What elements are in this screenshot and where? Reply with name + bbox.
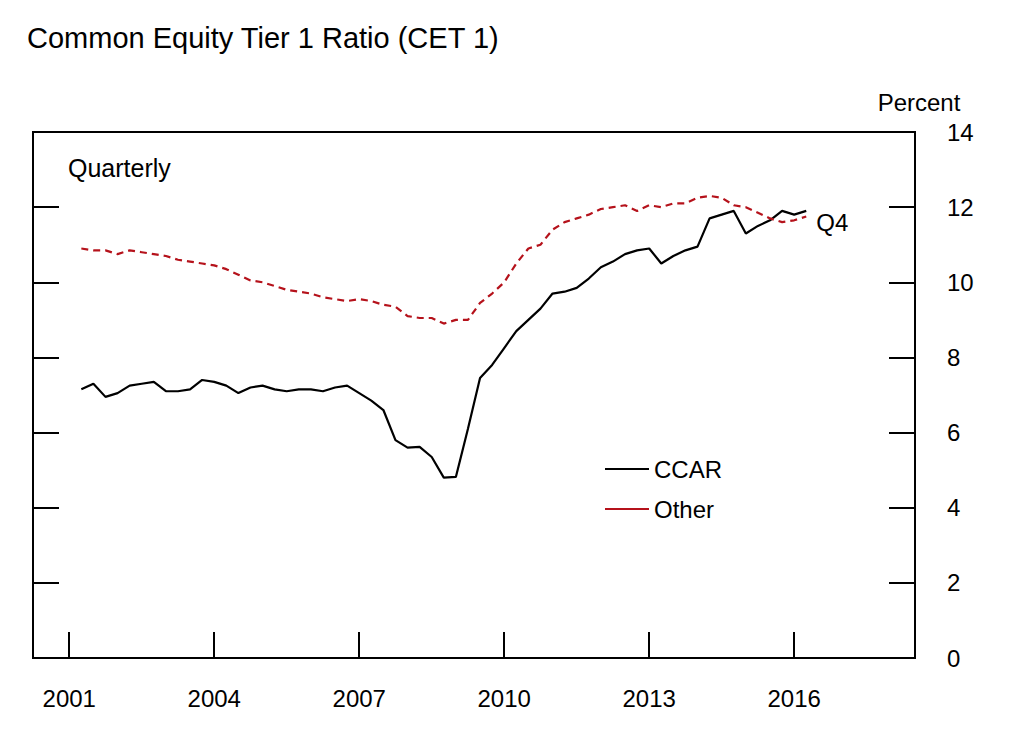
- svg-text:CCAR: CCAR: [654, 456, 722, 483]
- svg-text:4: 4: [947, 494, 960, 521]
- svg-text:2013: 2013: [622, 685, 675, 712]
- svg-text:2004: 2004: [188, 685, 241, 712]
- svg-text:Common Equity Tier 1 Ratio (CE: Common Equity Tier 1 Ratio (CET 1): [27, 22, 499, 54]
- svg-text:2001: 2001: [43, 685, 96, 712]
- svg-text:12: 12: [947, 194, 974, 221]
- svg-text:10: 10: [947, 269, 974, 296]
- svg-text:Q4: Q4: [816, 209, 848, 236]
- svg-text:6: 6: [947, 419, 960, 446]
- svg-text:14: 14: [947, 119, 974, 146]
- svg-text:2016: 2016: [767, 685, 820, 712]
- svg-text:2: 2: [947, 569, 960, 596]
- svg-text:Other: Other: [654, 496, 714, 523]
- svg-text:0: 0: [947, 645, 960, 672]
- svg-text:Percent: Percent: [878, 89, 961, 116]
- svg-text:2010: 2010: [478, 685, 531, 712]
- svg-text:2007: 2007: [333, 685, 386, 712]
- svg-text:Quarterly: Quarterly: [68, 154, 171, 182]
- svg-text:8: 8: [947, 344, 960, 371]
